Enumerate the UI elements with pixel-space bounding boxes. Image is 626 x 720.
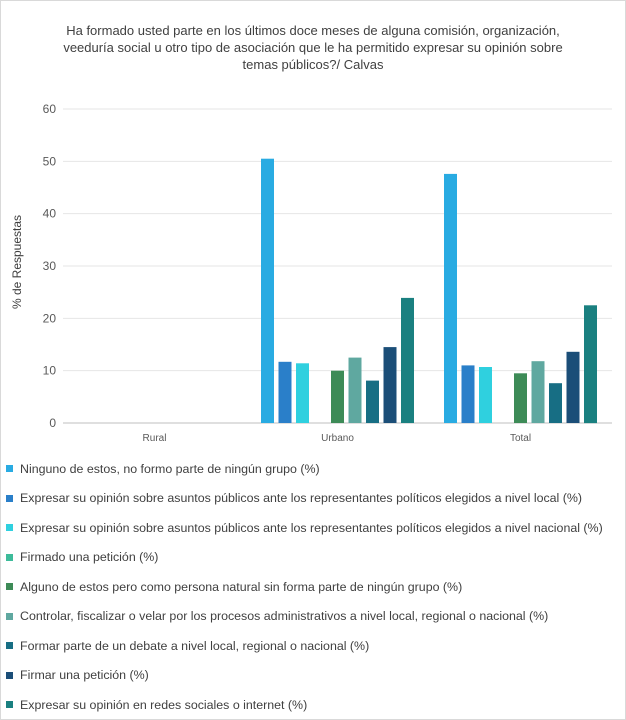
legend-label: Formar parte de un debate a nivel local,… bbox=[20, 638, 370, 653]
chart-title: Ha formado usted parte en los últimos do… bbox=[63, 23, 563, 72]
bars bbox=[261, 158, 597, 424]
y-tick-label: 50 bbox=[43, 154, 57, 168]
bar bbox=[366, 380, 379, 423]
legend-label: Ninguno de estos, no formo parte de ning… bbox=[20, 461, 320, 476]
legend-swatch bbox=[6, 642, 13, 650]
gridlines bbox=[63, 108, 612, 424]
legend-item: Expresar su opinión en redes sociales o … bbox=[6, 690, 622, 720]
bar bbox=[401, 297, 414, 423]
bar bbox=[348, 357, 362, 423]
legend-label: Expresar su opinión sobre asuntos públic… bbox=[20, 491, 583, 506]
bar bbox=[296, 363, 309, 423]
legend-label: Expresar su opinión sobre asuntos públic… bbox=[20, 520, 603, 535]
legend: Ninguno de estos, no formo parte de ning… bbox=[6, 454, 622, 720]
y-tick-label: 10 bbox=[43, 364, 57, 378]
legend-item: Formar parte de un debate a nivel local,… bbox=[6, 631, 622, 661]
y-tick-label: 30 bbox=[43, 259, 57, 273]
legend-label: Expresar su opinión en redes sociales o … bbox=[20, 697, 308, 712]
bar-chart: 0 10 20 30 40 50 60 Rural Urbano Total % de Resp… bbox=[10, 102, 612, 444]
bar bbox=[479, 367, 492, 423]
legend-swatch bbox=[6, 671, 13, 679]
legend-swatch bbox=[6, 465, 13, 473]
y-tick-label: 20 bbox=[43, 311, 57, 325]
bar bbox=[278, 361, 292, 423]
y-axis-label: % de Respuestas bbox=[10, 215, 24, 309]
bar bbox=[383, 347, 397, 423]
legend-item: Expresar su opinión sobre asuntos públic… bbox=[6, 513, 622, 543]
legend-item: Expresar su opinión sobre asuntos públic… bbox=[6, 484, 622, 514]
legend-item: Firmar una petición (%) bbox=[6, 661, 622, 691]
bar bbox=[261, 158, 274, 423]
legend-item: Firmado una petición (%) bbox=[6, 543, 622, 573]
y-tick-labels: 0 10 20 30 40 50 60 bbox=[43, 102, 57, 430]
bar bbox=[531, 361, 545, 423]
legend-item: Controlar, fiscalizar o velar por los pr… bbox=[6, 602, 622, 632]
legend-swatch bbox=[6, 553, 13, 561]
x-tick-label: Urbano bbox=[321, 433, 354, 444]
x-tick-labels: Rural Urbano Total bbox=[143, 433, 532, 444]
bar bbox=[566, 351, 580, 423]
x-tick-label: Rural bbox=[143, 433, 167, 444]
legend-label: Alguno de estos pero como persona natura… bbox=[20, 579, 463, 594]
bar bbox=[331, 370, 344, 423]
legend-swatch bbox=[6, 612, 13, 620]
y-tick-label: 0 bbox=[49, 416, 56, 430]
legend-swatch bbox=[6, 583, 13, 591]
y-tick-label: 40 bbox=[43, 207, 57, 221]
legend-item: Alguno de estos pero como persona natura… bbox=[6, 572, 622, 602]
legend-label: Firmado una petición (%) bbox=[20, 550, 159, 565]
y-tick-label: 60 bbox=[43, 102, 57, 116]
bar bbox=[461, 365, 475, 423]
legend-swatch bbox=[6, 701, 13, 709]
bar bbox=[584, 305, 597, 424]
legend-item: Ninguno de estos, no formo parte de ning… bbox=[6, 454, 622, 484]
bar bbox=[444, 173, 457, 423]
legend-swatch bbox=[6, 524, 13, 532]
legend-swatch bbox=[6, 494, 13, 502]
bar bbox=[514, 373, 527, 423]
x-tick-label: Total bbox=[510, 433, 531, 444]
legend-label: Controlar, fiscalizar o velar por los pr… bbox=[20, 609, 549, 624]
bar bbox=[549, 383, 562, 423]
legend-label: Firmar una petición (%) bbox=[20, 668, 149, 683]
